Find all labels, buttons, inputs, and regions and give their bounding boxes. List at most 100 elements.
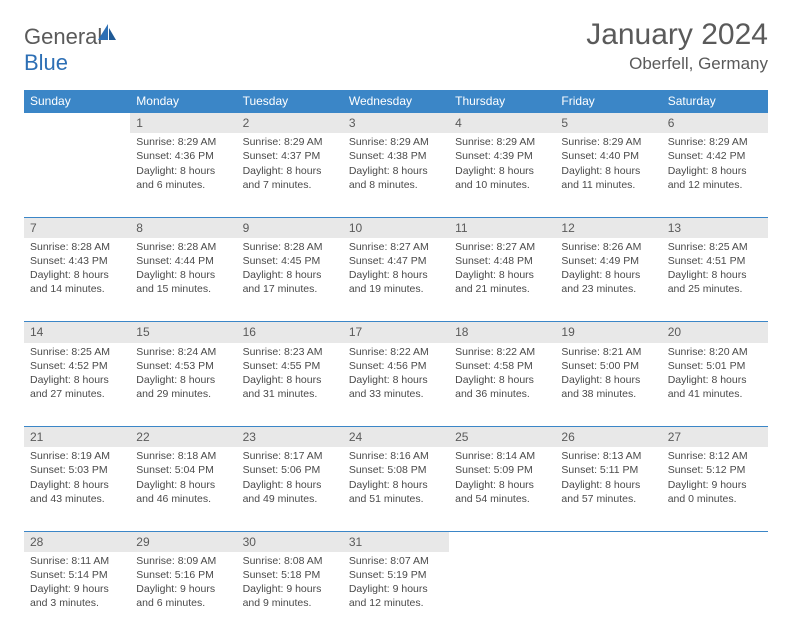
sunset-line: Sunset: 4:48 PM (455, 254, 549, 268)
daylight-line: Daylight: 8 hours and 54 minutes. (455, 478, 549, 506)
sunset-line: Sunset: 4:39 PM (455, 149, 549, 163)
daylight-line: Daylight: 8 hours and 38 minutes. (561, 373, 655, 401)
day-number: 15 (130, 322, 236, 343)
day-cell: Sunrise: 8:26 AMSunset: 4:49 PMDaylight:… (555, 238, 661, 322)
day-cell: Sunrise: 8:25 AMSunset: 4:52 PMDaylight:… (24, 343, 130, 427)
day-cell: Sunrise: 8:29 AMSunset: 4:37 PMDaylight:… (237, 133, 343, 217)
sunset-line: Sunset: 4:55 PM (243, 359, 337, 373)
day-cell: Sunrise: 8:24 AMSunset: 4:53 PMDaylight:… (130, 343, 236, 427)
sunrise-line: Sunrise: 8:29 AM (136, 135, 230, 149)
sunrise-line: Sunrise: 8:12 AM (668, 449, 762, 463)
daylight-line: Daylight: 8 hours and 27 minutes. (30, 373, 124, 401)
weekday-header: Saturday (662, 90, 768, 113)
day-cell: Sunrise: 8:09 AMSunset: 5:16 PMDaylight:… (130, 552, 236, 636)
calendar-body: 123456Sunrise: 8:29 AMSunset: 4:36 PMDay… (24, 113, 768, 636)
daylight-line: Daylight: 8 hours and 43 minutes. (30, 478, 124, 506)
sunset-line: Sunset: 4:47 PM (349, 254, 443, 268)
daylight-line: Daylight: 8 hours and 31 minutes. (243, 373, 337, 401)
sunrise-line: Sunrise: 8:23 AM (243, 345, 337, 359)
day-number: 23 (237, 427, 343, 448)
sunset-line: Sunset: 5:03 PM (30, 463, 124, 477)
sunset-line: Sunset: 5:19 PM (349, 568, 443, 582)
daylight-line: Daylight: 9 hours and 3 minutes. (30, 582, 124, 610)
day-number (24, 113, 130, 134)
sunset-line: Sunset: 4:56 PM (349, 359, 443, 373)
sunset-line: Sunset: 5:12 PM (668, 463, 762, 477)
day-cell: Sunrise: 8:19 AMSunset: 5:03 PMDaylight:… (24, 447, 130, 531)
sunset-line: Sunset: 4:49 PM (561, 254, 655, 268)
daylight-line: Daylight: 8 hours and 33 minutes. (349, 373, 443, 401)
sunset-line: Sunset: 4:58 PM (455, 359, 549, 373)
day-cell (24, 133, 130, 217)
day-cell: Sunrise: 8:11 AMSunset: 5:14 PMDaylight:… (24, 552, 130, 636)
sunrise-line: Sunrise: 8:29 AM (668, 135, 762, 149)
day-number: 28 (24, 531, 130, 552)
sunset-line: Sunset: 5:00 PM (561, 359, 655, 373)
day-number (555, 531, 661, 552)
sunrise-line: Sunrise: 8:08 AM (243, 554, 337, 568)
daylight-line: Daylight: 8 hours and 8 minutes. (349, 164, 443, 192)
daylight-line: Daylight: 9 hours and 0 minutes. (668, 478, 762, 506)
daylight-line: Daylight: 8 hours and 23 minutes. (561, 268, 655, 296)
day-number: 25 (449, 427, 555, 448)
day-cell: Sunrise: 8:29 AMSunset: 4:39 PMDaylight:… (449, 133, 555, 217)
sunrise-line: Sunrise: 8:29 AM (349, 135, 443, 149)
sunrise-line: Sunrise: 8:17 AM (243, 449, 337, 463)
weekday-header: Thursday (449, 90, 555, 113)
daylight-line: Daylight: 9 hours and 12 minutes. (349, 582, 443, 610)
sunset-line: Sunset: 5:04 PM (136, 463, 230, 477)
day-number: 6 (662, 113, 768, 134)
sunrise-line: Sunrise: 8:27 AM (349, 240, 443, 254)
content-row: Sunrise: 8:25 AMSunset: 4:52 PMDaylight:… (24, 343, 768, 427)
sunset-line: Sunset: 4:51 PM (668, 254, 762, 268)
weekday-header: Friday (555, 90, 661, 113)
day-cell: Sunrise: 8:16 AMSunset: 5:08 PMDaylight:… (343, 447, 449, 531)
month-title: January 2024 (586, 18, 768, 52)
content-row: Sunrise: 8:29 AMSunset: 4:36 PMDaylight:… (24, 133, 768, 217)
sunset-line: Sunset: 4:53 PM (136, 359, 230, 373)
daynum-row: 28293031 (24, 531, 768, 552)
header: General Blue January 2024 Oberfell, Germ… (24, 18, 768, 76)
daylight-line: Daylight: 8 hours and 10 minutes. (455, 164, 549, 192)
day-cell: Sunrise: 8:27 AMSunset: 4:48 PMDaylight:… (449, 238, 555, 322)
daylight-line: Daylight: 8 hours and 36 minutes. (455, 373, 549, 401)
sunset-line: Sunset: 4:45 PM (243, 254, 337, 268)
day-number: 12 (555, 217, 661, 238)
calendar-head: SundayMondayTuesdayWednesdayThursdayFrid… (24, 90, 768, 113)
day-cell: Sunrise: 8:14 AMSunset: 5:09 PMDaylight:… (449, 447, 555, 531)
day-cell: Sunrise: 8:25 AMSunset: 4:51 PMDaylight:… (662, 238, 768, 322)
sunrise-line: Sunrise: 8:24 AM (136, 345, 230, 359)
sunrise-line: Sunrise: 8:28 AM (243, 240, 337, 254)
day-cell: Sunrise: 8:08 AMSunset: 5:18 PMDaylight:… (237, 552, 343, 636)
sunset-line: Sunset: 4:42 PM (668, 149, 762, 163)
day-cell (449, 552, 555, 636)
sunrise-line: Sunrise: 8:29 AM (561, 135, 655, 149)
sunrise-line: Sunrise: 8:19 AM (30, 449, 124, 463)
daylight-line: Daylight: 8 hours and 41 minutes. (668, 373, 762, 401)
sunset-line: Sunset: 5:14 PM (30, 568, 124, 582)
day-number (662, 531, 768, 552)
day-cell (555, 552, 661, 636)
day-cell: Sunrise: 8:20 AMSunset: 5:01 PMDaylight:… (662, 343, 768, 427)
day-cell: Sunrise: 8:29 AMSunset: 4:36 PMDaylight:… (130, 133, 236, 217)
content-row: Sunrise: 8:11 AMSunset: 5:14 PMDaylight:… (24, 552, 768, 636)
day-number: 2 (237, 113, 343, 134)
day-cell: Sunrise: 8:21 AMSunset: 5:00 PMDaylight:… (555, 343, 661, 427)
day-number: 5 (555, 113, 661, 134)
sunrise-line: Sunrise: 8:20 AM (668, 345, 762, 359)
sunrise-line: Sunrise: 8:13 AM (561, 449, 655, 463)
sunrise-line: Sunrise: 8:21 AM (561, 345, 655, 359)
day-number: 14 (24, 322, 130, 343)
location: Oberfell, Germany (586, 54, 768, 74)
day-cell: Sunrise: 8:29 AMSunset: 4:38 PMDaylight:… (343, 133, 449, 217)
daylight-line: Daylight: 8 hours and 15 minutes. (136, 268, 230, 296)
sunset-line: Sunset: 5:11 PM (561, 463, 655, 477)
day-cell: Sunrise: 8:29 AMSunset: 4:40 PMDaylight:… (555, 133, 661, 217)
sunset-line: Sunset: 4:40 PM (561, 149, 655, 163)
day-cell: Sunrise: 8:28 AMSunset: 4:45 PMDaylight:… (237, 238, 343, 322)
sunrise-line: Sunrise: 8:18 AM (136, 449, 230, 463)
day-number: 24 (343, 427, 449, 448)
day-number: 8 (130, 217, 236, 238)
daylight-line: Daylight: 8 hours and 17 minutes. (243, 268, 337, 296)
daylight-line: Daylight: 8 hours and 6 minutes. (136, 164, 230, 192)
